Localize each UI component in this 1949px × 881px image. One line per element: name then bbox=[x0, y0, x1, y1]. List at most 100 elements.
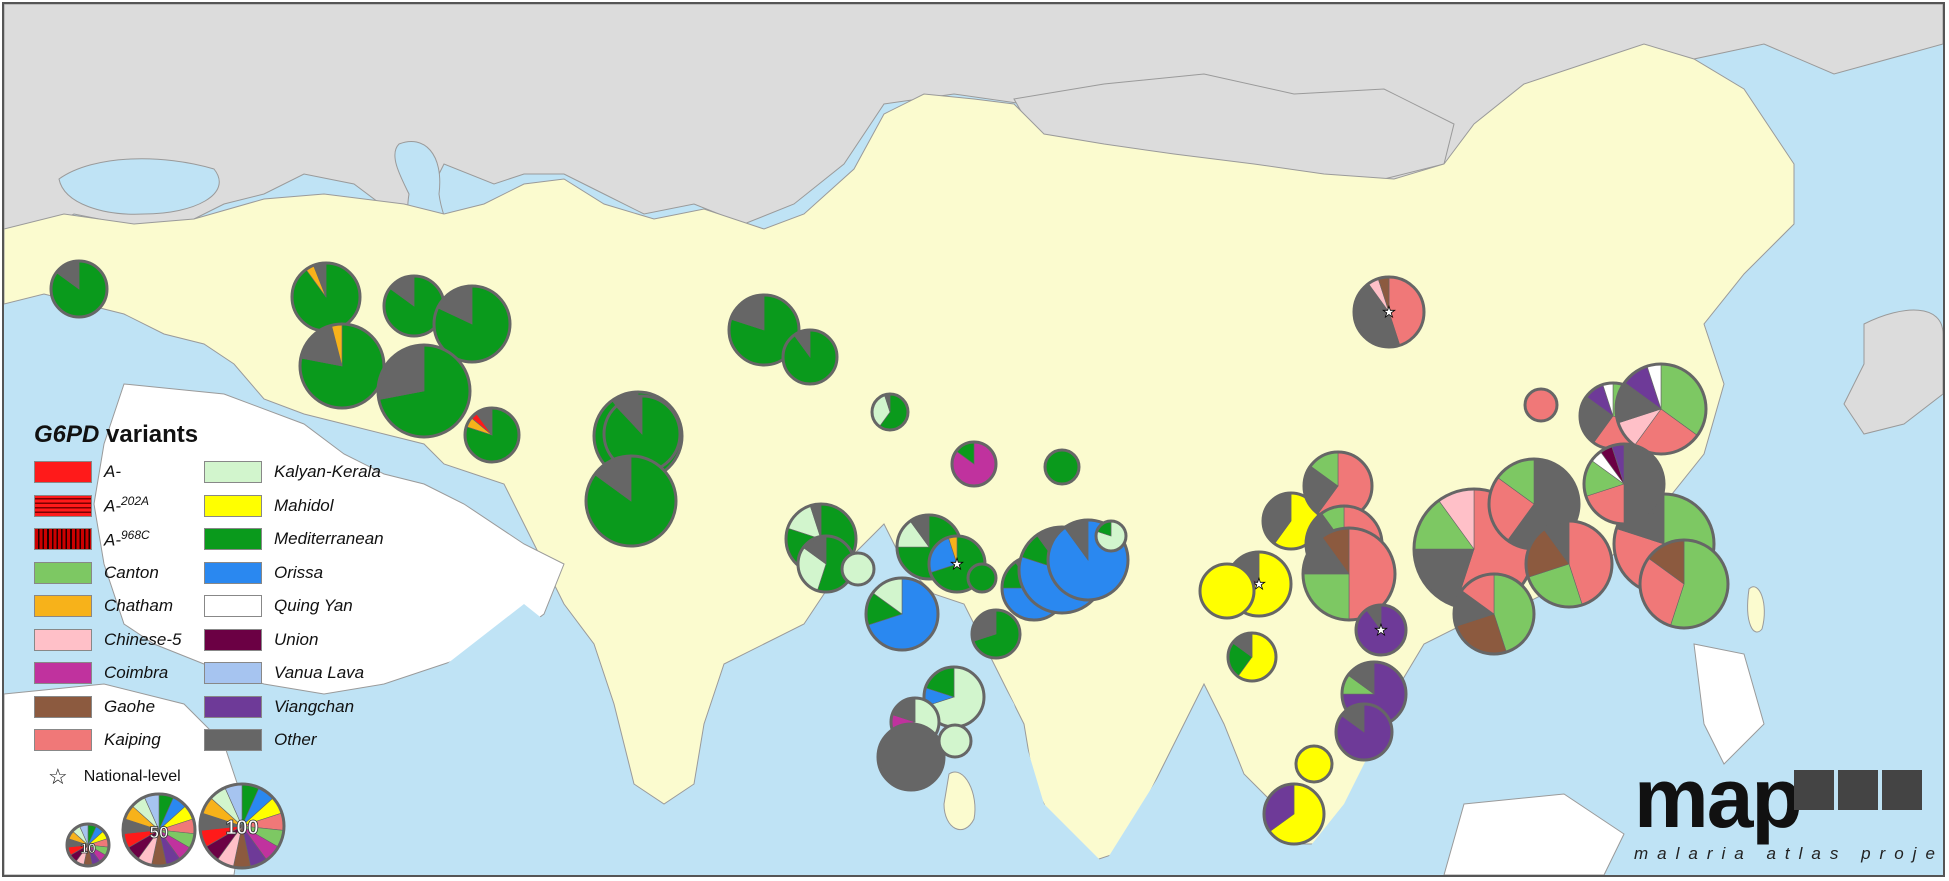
legend-label-gaohe: Gaohe bbox=[104, 696, 156, 716]
pie-1-outline bbox=[49, 259, 109, 319]
pie-chart-33 bbox=[1523, 387, 1559, 423]
legend-label-coimbra: Coimbra bbox=[104, 663, 169, 682]
legend-label-viangchan: Viangchan bbox=[274, 696, 355, 716]
pie-13-outline bbox=[870, 392, 910, 432]
star-icon: ☆ bbox=[48, 764, 68, 789]
legend-label-chinese5: Chinese-5 bbox=[104, 629, 182, 649]
legend-label-vanualava: Vanua Lava bbox=[274, 663, 365, 682]
pie-22-outline bbox=[864, 576, 940, 652]
legend-item-viangchan: Viangchan bbox=[204, 694, 354, 720]
pie-chart-14 bbox=[950, 440, 998, 488]
legend-swatch-canton bbox=[34, 561, 92, 584]
pie-32-outline bbox=[1352, 275, 1426, 349]
legend-label-canton: Canton bbox=[104, 562, 159, 582]
legend-label-chatham: Chatham bbox=[104, 596, 173, 615]
national-level-star-icon: ★ bbox=[1374, 621, 1387, 639]
legend-swatch-chatham bbox=[34, 595, 92, 617]
legend-item-gaohe: Gaohe bbox=[34, 694, 155, 720]
pie-39-outline bbox=[1226, 631, 1278, 683]
legend-swatch-kaiping bbox=[34, 729, 92, 751]
land-japan bbox=[1843, 309, 1943, 435]
size-50-outline bbox=[121, 792, 197, 868]
pie-chart-50 bbox=[1262, 782, 1326, 846]
pie-35-outline bbox=[1614, 362, 1708, 456]
size-legend-pie-100: 100 bbox=[198, 782, 286, 870]
logo-box-africa-icon bbox=[1838, 770, 1878, 810]
pie-chart-49 bbox=[1334, 702, 1394, 762]
pie-chart-10 bbox=[781, 328, 839, 386]
pie-9-outline bbox=[727, 293, 801, 367]
legend-item-chinese5: Chinese-5 bbox=[34, 627, 182, 653]
pie-chart-32: ★ bbox=[1352, 275, 1426, 349]
legend-label-union: Union bbox=[274, 629, 319, 649]
pie-layer: ★ ★ ★ ★ bbox=[49, 259, 1730, 846]
pie-47-outline bbox=[1354, 603, 1408, 657]
legend-item-mahidol: Mahidol bbox=[204, 493, 334, 519]
size-legend-pie-10: 10 bbox=[65, 822, 111, 868]
pie-30-outline bbox=[876, 722, 946, 792]
pie-chart-31 bbox=[937, 723, 973, 759]
legend-swatch-viangchan bbox=[204, 695, 262, 718]
pie-chart-42 bbox=[1301, 526, 1397, 622]
pie-52-outline bbox=[1452, 572, 1536, 656]
national-level-star-icon: ★ bbox=[1382, 303, 1395, 321]
pie-45-outline bbox=[1524, 519, 1614, 609]
pie-chart-5 bbox=[298, 322, 386, 410]
legend-item-mediterranean: Mediterranean bbox=[204, 526, 384, 552]
legend-swatch-a_minus bbox=[34, 461, 92, 483]
legend-item-kalyan: Kalyan-Kerala bbox=[204, 459, 381, 485]
ocean-south bbox=[4, 584, 1943, 875]
pie-chart-7 bbox=[463, 406, 521, 464]
pie-chart-18 bbox=[840, 551, 876, 587]
legend-item-union: Union bbox=[204, 627, 318, 653]
pie-chart-51 bbox=[1294, 744, 1334, 784]
legend-swatch-other bbox=[204, 729, 262, 751]
map-logo: map malaria atlas project bbox=[1634, 756, 1943, 866]
pie-chart-1 bbox=[49, 259, 109, 319]
size-legend-label-50: 50 bbox=[150, 823, 169, 842]
black-sea bbox=[58, 158, 220, 215]
legend-swatch-a_202a bbox=[34, 494, 92, 517]
pie-23-outline bbox=[970, 608, 1022, 660]
legend-item-other: Other bbox=[204, 727, 317, 753]
pie-chart-47: ★ bbox=[1354, 603, 1408, 657]
pie-10-outline bbox=[781, 328, 839, 386]
pie-38-outline bbox=[1198, 562, 1256, 620]
national-level-label: National-level bbox=[83, 768, 181, 785]
legend-swatch-union bbox=[204, 628, 262, 651]
legend-swatch-quingyan bbox=[204, 595, 262, 617]
pie-50-outline bbox=[1262, 782, 1326, 846]
legend-label-sup: 968C bbox=[121, 527, 150, 542]
pie-chart-6 bbox=[376, 343, 472, 439]
pie-chart-45 bbox=[1524, 519, 1614, 609]
legend-item-a_968c: A-968C bbox=[34, 526, 150, 552]
size-10-outline bbox=[65, 822, 111, 868]
pie-27-outline bbox=[1094, 519, 1128, 553]
legend-swatch-mahidol bbox=[204, 494, 262, 517]
legend-title: G6PD variants bbox=[34, 421, 199, 448]
pie-chart-54 bbox=[1638, 538, 1730, 630]
pie-chart-40 bbox=[1302, 450, 1374, 522]
pie-chart-35 bbox=[1614, 362, 1708, 456]
pie-14-outline bbox=[950, 440, 998, 488]
logo-subtitle: malaria atlas project bbox=[1634, 844, 1945, 863]
legend-swatch-a_968c bbox=[34, 528, 92, 550]
pie-42-outline bbox=[1301, 526, 1397, 622]
pie-chart-21 bbox=[966, 562, 998, 594]
legend-label-kalyan: Kalyan-Kerala bbox=[274, 462, 381, 481]
legend-label-other: Other bbox=[274, 730, 317, 749]
pie-chart-22 bbox=[864, 576, 940, 652]
land-borneo bbox=[1443, 793, 1625, 875]
legend-item-coimbra: Coimbra bbox=[34, 660, 168, 686]
pie-chart-27 bbox=[1094, 519, 1128, 553]
legend-item-a_minus: A- bbox=[34, 459, 121, 485]
pie-chart-52 bbox=[1452, 572, 1536, 656]
pie-53-outline bbox=[1582, 442, 1666, 526]
pie-49-outline bbox=[1334, 702, 1394, 762]
legend-swatch-mediterranean bbox=[204, 528, 262, 550]
legend-label-a_968c: A-968C bbox=[104, 527, 150, 550]
pie-chart-23 bbox=[970, 608, 1022, 660]
pie-6-outline bbox=[376, 343, 472, 439]
size-100-outline bbox=[198, 782, 286, 870]
